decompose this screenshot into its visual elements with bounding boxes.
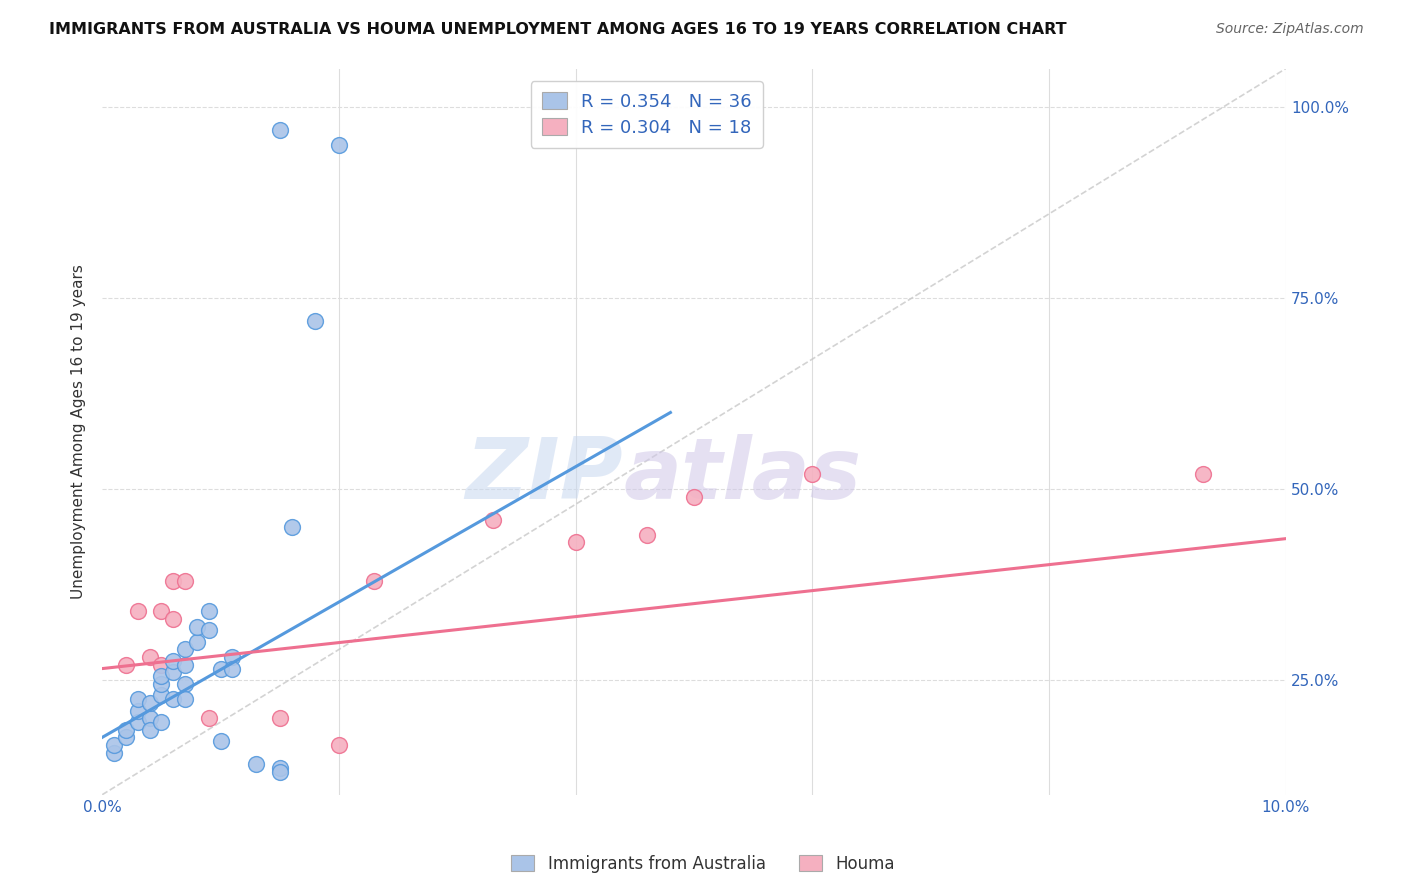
- Point: [115, 731, 138, 745]
- Point: [115, 657, 138, 672]
- Point: [269, 122, 291, 136]
- Point: [186, 619, 208, 633]
- Point: [150, 669, 173, 683]
- Point: [209, 734, 232, 748]
- Point: [683, 490, 706, 504]
- Point: [150, 689, 173, 703]
- Point: [363, 574, 385, 588]
- Point: [162, 692, 184, 706]
- Point: [150, 657, 173, 672]
- Point: [162, 612, 184, 626]
- Point: [174, 642, 197, 657]
- Point: [269, 711, 291, 725]
- Point: [197, 604, 219, 618]
- Point: [197, 711, 219, 725]
- Text: ZIP: ZIP: [465, 434, 623, 516]
- Point: [801, 467, 824, 481]
- Point: [636, 528, 658, 542]
- Point: [138, 711, 160, 725]
- Point: [127, 704, 149, 718]
- Point: [328, 138, 350, 153]
- Text: Source: ZipAtlas.com: Source: ZipAtlas.com: [1216, 22, 1364, 37]
- Point: [138, 723, 160, 737]
- Text: atlas: atlas: [623, 434, 862, 516]
- Point: [127, 604, 149, 618]
- Point: [174, 574, 197, 588]
- Point: [304, 314, 326, 328]
- Point: [174, 677, 197, 691]
- Point: [103, 738, 125, 752]
- Point: [269, 764, 291, 779]
- Point: [150, 604, 173, 618]
- Point: [115, 723, 138, 737]
- Point: [138, 696, 160, 710]
- Point: [1192, 467, 1215, 481]
- Point: [221, 650, 243, 665]
- Legend: Immigrants from Australia, Houma: Immigrants from Australia, Houma: [505, 848, 901, 880]
- Point: [221, 662, 243, 676]
- Point: [127, 715, 149, 730]
- Point: [103, 746, 125, 760]
- Point: [209, 662, 232, 676]
- Point: [245, 757, 267, 772]
- Point: [186, 635, 208, 649]
- Point: [150, 715, 173, 730]
- Point: [127, 692, 149, 706]
- Point: [482, 512, 505, 526]
- Point: [150, 677, 173, 691]
- Point: [564, 535, 586, 549]
- Point: [174, 692, 197, 706]
- Text: IMMIGRANTS FROM AUSTRALIA VS HOUMA UNEMPLOYMENT AMONG AGES 16 TO 19 YEARS CORREL: IMMIGRANTS FROM AUSTRALIA VS HOUMA UNEMP…: [49, 22, 1067, 37]
- Point: [280, 520, 302, 534]
- Y-axis label: Unemployment Among Ages 16 to 19 years: Unemployment Among Ages 16 to 19 years: [72, 264, 86, 599]
- Point: [328, 738, 350, 752]
- Point: [197, 624, 219, 638]
- Point: [162, 574, 184, 588]
- Point: [138, 650, 160, 665]
- Point: [162, 654, 184, 668]
- Point: [174, 657, 197, 672]
- Point: [162, 665, 184, 680]
- Legend: R = 0.354   N = 36, R = 0.304   N = 18: R = 0.354 N = 36, R = 0.304 N = 18: [530, 81, 762, 148]
- Point: [269, 761, 291, 775]
